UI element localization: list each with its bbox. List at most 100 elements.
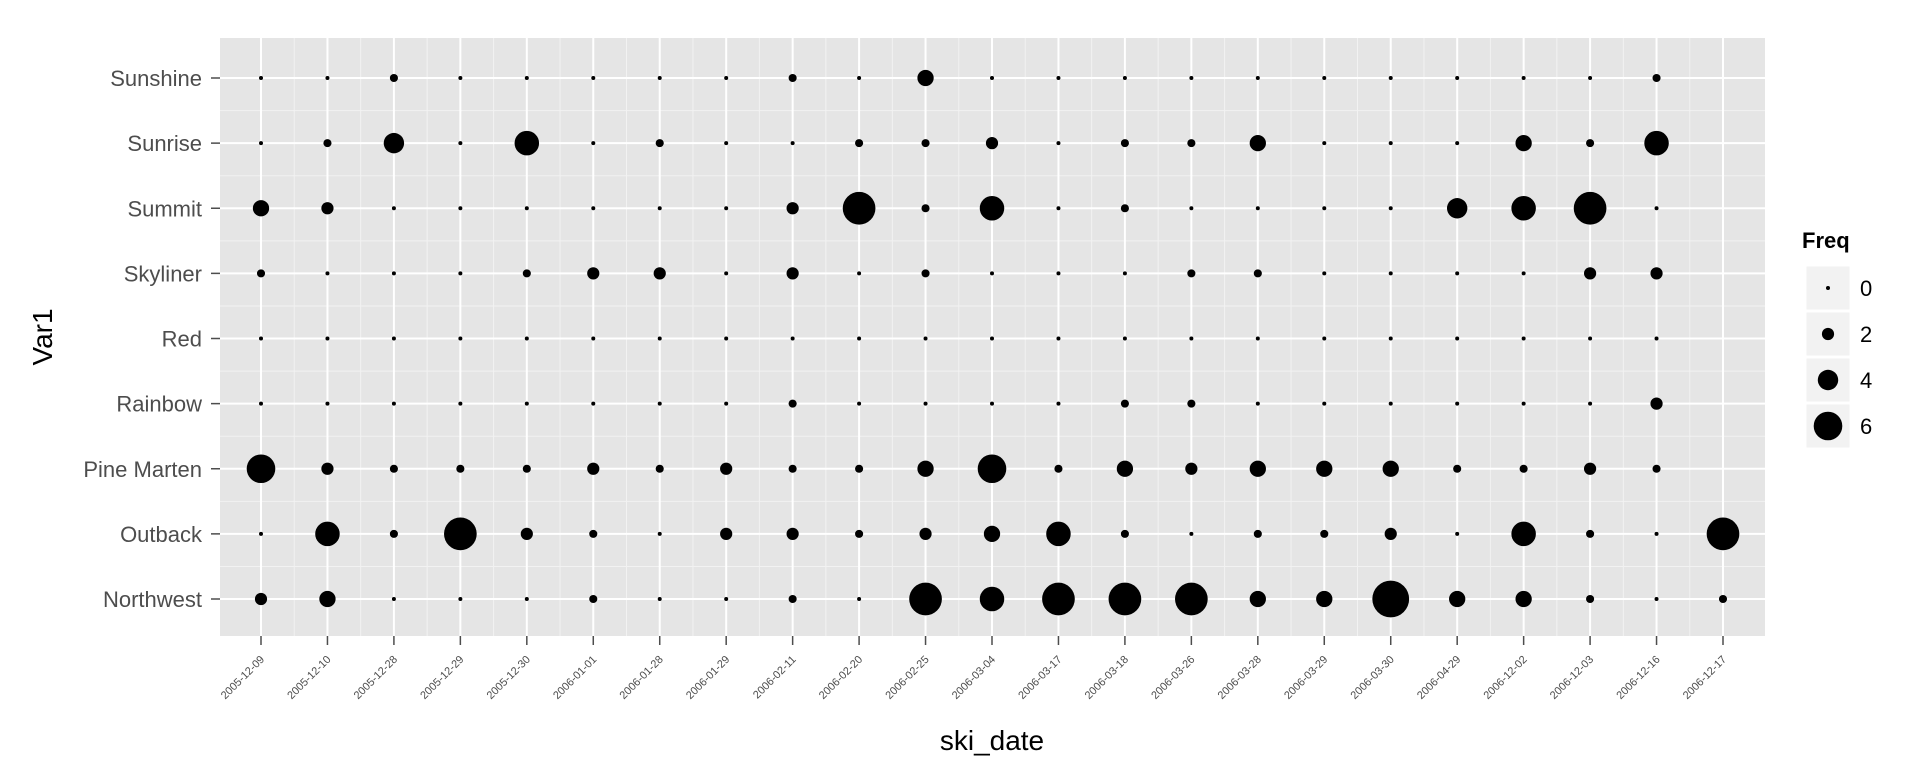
data-point [522,464,531,473]
data-point [1718,594,1728,604]
x-tick-label: 2006-03-29 [1282,654,1330,702]
data-point [1521,401,1526,406]
data-point [1042,582,1075,616]
data-point [389,529,398,538]
data-point [724,206,729,211]
data-point [391,206,396,211]
data-point [1654,597,1659,601]
data-point [857,336,862,341]
x-tick-label: 2006-02-11 [751,654,799,702]
data-point [857,597,862,601]
data-point [524,401,529,406]
data-point [1654,206,1659,211]
data-point [909,582,942,616]
data-point [1583,267,1597,280]
data-point [1122,76,1127,80]
data-point [1189,336,1194,341]
data-point [259,531,263,536]
data-point [1706,517,1740,551]
data-point [1388,401,1393,406]
data-point [591,401,596,406]
data-point [1388,271,1393,276]
data-point [524,76,529,80]
data-point [786,527,799,540]
data-point [923,401,928,406]
data-point [1455,141,1460,146]
data-point [657,76,662,80]
data-point [724,401,729,406]
data-point [842,191,876,225]
x-tick-label: 2006-12-16 [1614,654,1662,702]
data-point [921,269,930,278]
data-point [977,454,1007,484]
y-tick-labels: Northwest Outback Pine Marten Rainbow Red Sky… [83,66,203,612]
y-tick-label: Red [162,327,202,352]
data-point [1521,336,1526,341]
x-axis-title: ski_date [940,725,1044,756]
data-point [990,336,994,341]
data-point [1652,464,1661,473]
data-point [1056,336,1061,341]
legend-label: 4 [1860,368,1872,393]
data-point [1249,134,1266,152]
data-point [917,69,934,87]
data-point [389,73,398,83]
legend-symbol [1813,411,1843,441]
y-axis-title: Var1 [27,308,58,365]
data-point [1175,582,1208,616]
data-point [259,76,263,80]
data-point [1185,462,1198,475]
data-point [724,336,729,341]
data-point [458,141,463,146]
x-tick-label: 2006-01-28 [618,654,666,702]
data-point [1455,401,1460,406]
data-point [1588,401,1593,406]
data-point [720,527,733,540]
data-points [246,69,1740,618]
x-tick-label: 2006-03-26 [1149,654,1197,702]
data-point [321,462,334,475]
data-point [1189,206,1194,211]
data-point [1322,206,1327,211]
data-point [921,204,930,213]
data-point [591,76,596,80]
data-point [325,271,330,276]
data-point [724,597,729,601]
data-point [786,267,799,280]
data-point [1588,336,1593,341]
data-point [1187,269,1196,278]
data-point [1122,271,1127,276]
x-tick-label: 2005-12-09 [219,654,267,702]
x-tick-label: 2005-12-28 [352,654,400,702]
x-tick-label: 2005-12-29 [418,654,466,702]
x-tick-label: 2006-02-25 [883,654,931,702]
data-point [1056,401,1061,406]
legend-label: 6 [1860,414,1872,439]
data-point [1255,206,1260,211]
data-point [458,401,463,406]
legend-symbol [1826,286,1830,290]
data-point [855,529,864,538]
data-point [1650,267,1663,280]
data-point [524,336,529,341]
data-point [1388,141,1393,146]
data-point [1056,76,1061,80]
data-point [1255,76,1260,80]
x-tick-label: 2006-03-28 [1216,654,1264,702]
data-point [1255,401,1260,406]
data-point [1654,531,1659,536]
data-point [720,462,733,475]
data-point [1382,460,1399,477]
data-point [1521,76,1526,80]
data-point [1519,464,1528,473]
data-point [1446,198,1468,219]
data-point [458,597,463,601]
data-point [321,202,334,215]
x-tick-labels: 2005-12-09 2005-12-10 2005-12-28 2005-12-29… [219,654,1729,702]
data-point [655,139,664,148]
data-point [1189,76,1194,80]
data-point [315,521,340,547]
data-point [1586,594,1595,604]
data-point [788,399,797,408]
data-point [1372,580,1410,618]
